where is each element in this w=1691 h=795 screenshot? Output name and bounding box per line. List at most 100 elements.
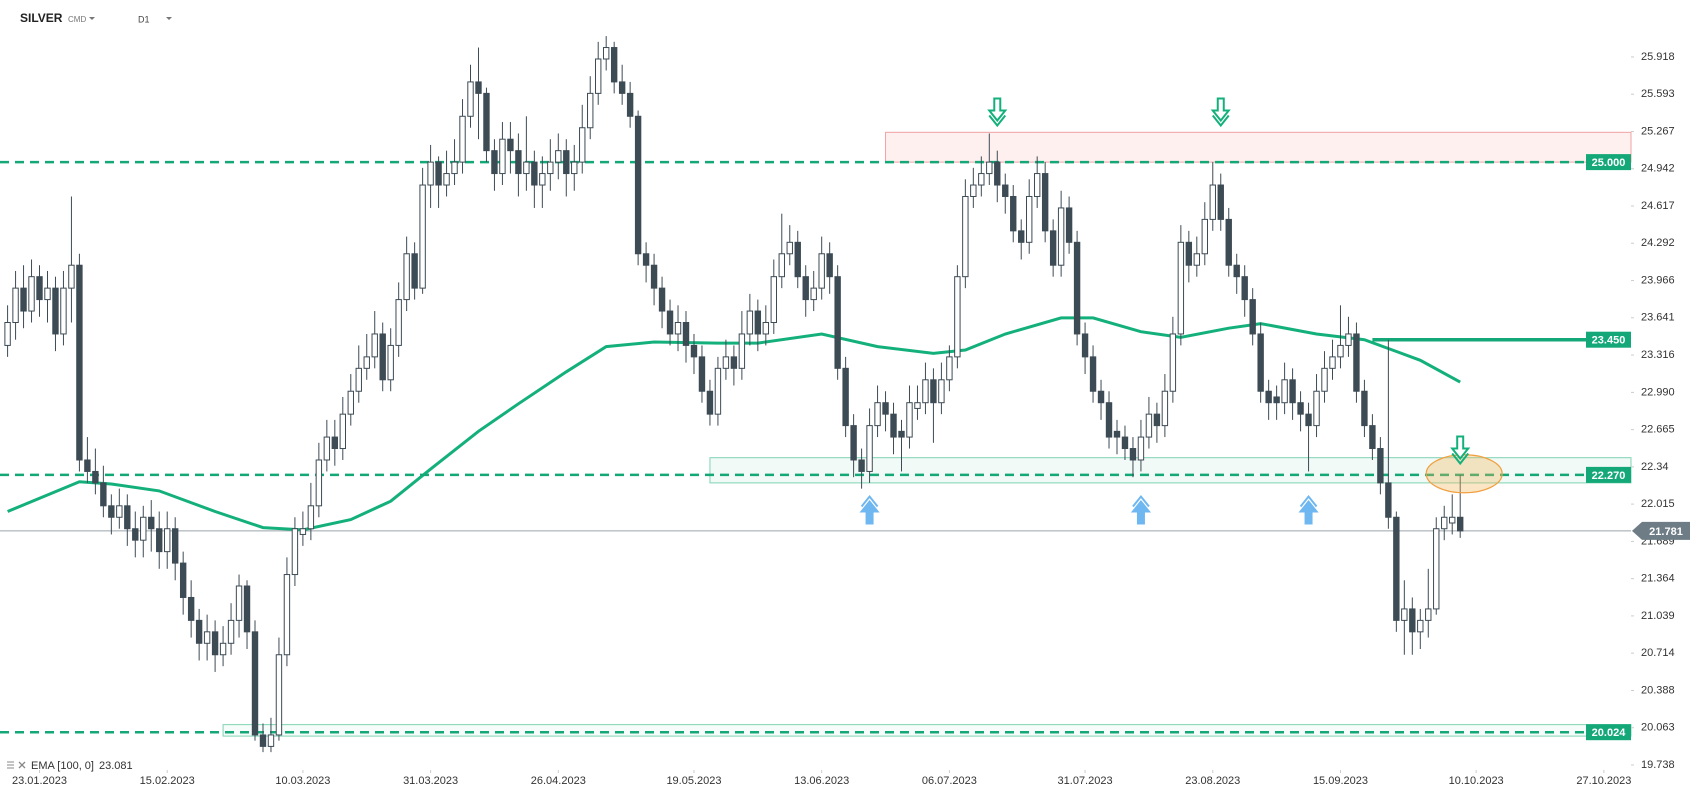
candle-body [12, 287, 19, 324]
y-tick-label: 20.714 [1641, 647, 1675, 659]
y-tick-label: 23.316 [1641, 349, 1675, 361]
candle-body [962, 195, 969, 278]
arrow-down-head [988, 114, 1007, 128]
candle-body [235, 585, 243, 621]
candle-body [810, 287, 817, 301]
y-tick-label: 24.942 [1641, 163, 1675, 175]
candle-body [770, 276, 777, 324]
candle-body [1209, 184, 1216, 220]
candle-body [1145, 413, 1153, 438]
y-tick-label: 22.990 [1641, 386, 1675, 398]
y-tick-label: 24.617 [1641, 200, 1675, 212]
candle-body [1018, 230, 1025, 243]
candle-body [227, 619, 235, 644]
y-tick-label: 25.267 [1641, 125, 1675, 137]
candle-body [954, 276, 961, 358]
candle-body [642, 253, 650, 266]
candle-body [706, 390, 714, 415]
candle-body [467, 81, 474, 117]
arrow-up-head [860, 494, 879, 508]
y-tick-label: 22.665 [1641, 424, 1675, 436]
candle-body [1409, 608, 1416, 633]
candle-body [866, 425, 873, 472]
candle-body [1129, 448, 1137, 461]
candle-body [275, 654, 283, 736]
candle-body [1041, 173, 1049, 232]
candle-body [443, 173, 450, 186]
interval[interactable]: D1 [138, 14, 150, 24]
candle-body [547, 161, 554, 175]
candle-body [1393, 516, 1400, 621]
candle-body [323, 436, 331, 461]
y-tick-label: 22.015 [1641, 498, 1675, 510]
candle-body [906, 402, 913, 438]
candle-body [794, 241, 801, 278]
candle-body [595, 58, 602, 94]
candle-body [491, 150, 498, 175]
candle-body [219, 642, 227, 656]
candle-body [1425, 608, 1432, 621]
candle-body [555, 150, 562, 163]
candle-body [459, 115, 466, 163]
candle-body [1137, 436, 1145, 461]
candle-body [140, 516, 147, 541]
candle-body [938, 379, 945, 404]
candle-body [802, 276, 809, 301]
candle-body [4, 322, 11, 346]
candle-body [730, 356, 738, 369]
candle-body [858, 459, 865, 472]
candle-body [1456, 516, 1464, 532]
candle-body [970, 184, 977, 197]
y-tick-label: 20.063 [1641, 722, 1675, 734]
candle-body [435, 161, 442, 186]
x-tick-label: 26.04.2023 [531, 775, 586, 787]
candle-body [515, 150, 522, 175]
zone [885, 131, 1632, 163]
candle-body [76, 264, 83, 461]
candle-body [411, 253, 418, 289]
level-tag [1586, 331, 1631, 348]
candle-body [1385, 482, 1392, 518]
symbol[interactable]: SILVER [20, 11, 63, 25]
legend-name: EMA [100, 0] [31, 760, 94, 772]
candle-body [579, 127, 586, 163]
interval-caret[interactable] [166, 17, 172, 20]
highlight [1425, 454, 1503, 494]
candle-body [211, 631, 219, 656]
symbol-caret[interactable] [89, 17, 95, 20]
candle-body [475, 81, 482, 94]
candle-body [1369, 425, 1376, 450]
legend-close[interactable] [18, 761, 26, 769]
x-tick-label: 15.02.2023 [140, 775, 195, 787]
candle-body [754, 310, 762, 335]
x-tick-label: 23.01.2023 [12, 775, 67, 787]
candle-body [419, 184, 426, 289]
candle-body [259, 734, 267, 747]
candle-body [523, 161, 530, 175]
candle-body [1026, 195, 1033, 243]
candle-body [978, 173, 985, 186]
candle-body [1113, 430, 1121, 438]
candle-body [1417, 619, 1424, 633]
candle-body [1305, 413, 1312, 427]
legend: EMA [100, 0] 23.081 [7, 760, 133, 772]
candle-body [1169, 333, 1177, 392]
x-tick-label: 13.06.2023 [794, 775, 849, 787]
candle-body [1249, 299, 1256, 335]
candle-body [347, 390, 354, 415]
candle-body [922, 379, 929, 404]
candle-body [171, 528, 179, 564]
candle-body [786, 241, 793, 255]
candle-body [1337, 344, 1344, 358]
candle-body [1345, 333, 1352, 346]
y-tick-label: 22.34 [1641, 461, 1669, 473]
candle-body [842, 367, 849, 427]
y-tick-label: 23.966 [1641, 274, 1675, 286]
arrow-up [1298, 499, 1319, 525]
y-tick-label: 19.738 [1641, 759, 1675, 771]
x-tick-label: 31.07.2023 [1058, 775, 1113, 787]
candle-body [1241, 276, 1248, 301]
last-price-label: 21.781 [1649, 526, 1683, 538]
candle-body [124, 505, 131, 530]
